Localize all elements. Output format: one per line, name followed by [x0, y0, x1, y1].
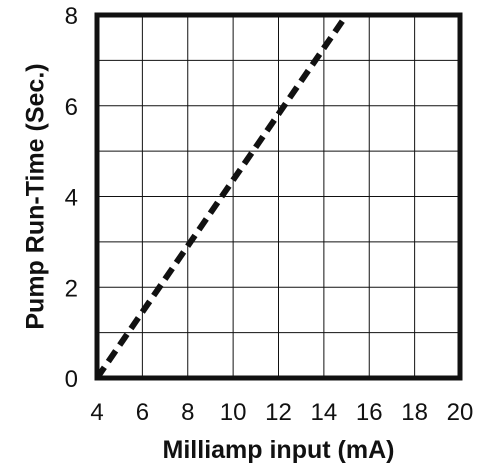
- x-tick-label: 16: [356, 399, 383, 426]
- x-tick-label: 18: [401, 399, 428, 426]
- series-line: [94, 13, 350, 380]
- x-tick-label: 6: [136, 399, 149, 426]
- x-tick-label: 8: [181, 399, 194, 426]
- x-tick-label: 20: [447, 399, 474, 426]
- x-tick-labels: 4 6 8 10 12 14 16 18 20: [90, 399, 473, 426]
- x-tick-label: 4: [90, 399, 103, 426]
- y-axis-title: Pump Run-Time (Sec.): [22, 63, 50, 329]
- x-tick-label: 12: [265, 399, 292, 426]
- y-tick-label: 6: [65, 94, 78, 121]
- x-tick-label: 10: [220, 399, 247, 426]
- x-tick-label: 14: [311, 399, 338, 426]
- y-tick-label: 2: [65, 275, 78, 302]
- y-tick-label: 4: [65, 185, 78, 212]
- y-tick-labels: 0 2 4 6 8: [65, 3, 78, 393]
- y-tick-label: 8: [65, 3, 78, 30]
- series-layer: [94, 13, 350, 380]
- grid: [97, 15, 460, 378]
- plot-frame: [94, 12, 463, 381]
- x-axis-title: Milliamp input (mA): [163, 436, 395, 464]
- y-tick-label: 0: [65, 366, 78, 393]
